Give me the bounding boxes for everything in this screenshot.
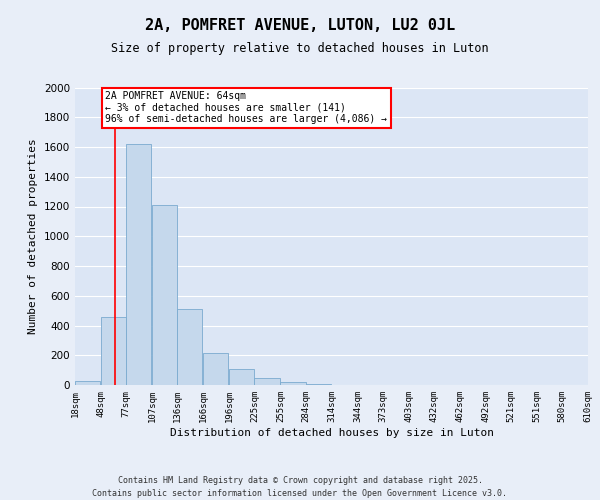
Text: Size of property relative to detached houses in Luton: Size of property relative to detached ho… xyxy=(111,42,489,55)
Y-axis label: Number of detached properties: Number of detached properties xyxy=(28,138,38,334)
Bar xyxy=(203,353,229,385)
Bar xyxy=(305,384,331,385)
X-axis label: Distribution of detached houses by size in Luton: Distribution of detached houses by size … xyxy=(170,428,493,438)
Bar xyxy=(229,368,254,385)
Text: Contains HM Land Registry data © Crown copyright and database right 2025.: Contains HM Land Registry data © Crown c… xyxy=(118,476,482,485)
Bar xyxy=(177,309,202,385)
Bar xyxy=(280,382,305,385)
Text: Contains public sector information licensed under the Open Government Licence v3: Contains public sector information licen… xyxy=(92,489,508,498)
Bar xyxy=(75,380,100,385)
Text: 2A, POMFRET AVENUE, LUTON, LU2 0JL: 2A, POMFRET AVENUE, LUTON, LU2 0JL xyxy=(145,18,455,32)
Text: 2A POMFRET AVENUE: 64sqm
← 3% of detached houses are smaller (141)
96% of semi-d: 2A POMFRET AVENUE: 64sqm ← 3% of detache… xyxy=(106,91,388,124)
Bar xyxy=(152,205,177,385)
Bar xyxy=(101,316,126,385)
Bar xyxy=(126,144,151,385)
Bar xyxy=(254,378,280,385)
